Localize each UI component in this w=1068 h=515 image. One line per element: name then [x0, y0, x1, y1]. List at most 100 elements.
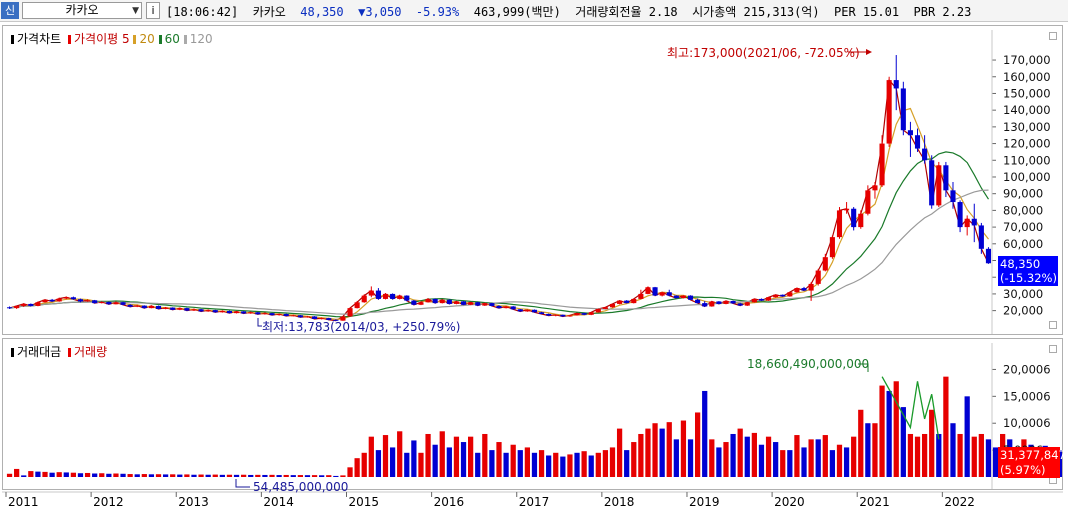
- volume-bar: [28, 471, 34, 477]
- volume-bar: [84, 472, 91, 477]
- candle-body: [14, 305, 20, 309]
- volume-bar: [56, 472, 62, 477]
- volume-bar: [77, 473, 84, 477]
- volume-bar: [141, 474, 147, 477]
- candle-body: [531, 309, 538, 313]
- current-volume-pct: (5.97%): [1000, 463, 1046, 477]
- volume-bar: [333, 475, 339, 477]
- candle-body: [148, 305, 154, 309]
- candle-body: [99, 301, 105, 304]
- volume-bar: [21, 475, 27, 477]
- volume-bar: [581, 451, 587, 477]
- volume-bar: [106, 473, 112, 477]
- volume-bar: [822, 435, 828, 477]
- volume-bar: [673, 439, 679, 477]
- x-tick-label: 2019: [689, 495, 720, 509]
- volume-bar: [283, 474, 289, 477]
- volume-bar: [921, 433, 928, 477]
- volume-bar: [702, 390, 708, 477]
- candle-body: [397, 295, 403, 299]
- volume-bar: [744, 436, 750, 477]
- volume-bar: [687, 439, 694, 477]
- volume-bar: [14, 468, 20, 477]
- volume-bar: [241, 474, 247, 477]
- candle-body: [510, 306, 516, 310]
- volume-bar: [730, 433, 736, 477]
- candle-body: [28, 303, 34, 306]
- info-button[interactable]: i: [146, 2, 160, 19]
- volume-bar: [609, 447, 616, 477]
- panel-maximize-icon[interactable]: [1049, 345, 1057, 353]
- volume-bar: [872, 423, 878, 477]
- stock-name-field[interactable]: 카카오 ▼: [22, 2, 142, 19]
- volume-bar: [226, 474, 233, 477]
- volume-bar: [397, 431, 403, 477]
- volume-label[interactable]: 거래량: [74, 345, 108, 359]
- volume-bar: [524, 447, 530, 477]
- chevron-down-icon[interactable]: ▼: [132, 6, 139, 16]
- panel-resize-icon[interactable]: [1049, 321, 1057, 329]
- y-tick-label: 20,000: [1003, 304, 1043, 318]
- price-chart-label[interactable]: 가격차트: [17, 32, 62, 46]
- candle-body: [645, 287, 651, 294]
- x-tick-label: 2017: [519, 495, 550, 509]
- volume-bar: [801, 447, 807, 477]
- volume-bar: [950, 423, 956, 477]
- candle-body: [815, 270, 821, 284]
- candle-body: [978, 225, 984, 249]
- volume-bar: [503, 452, 509, 477]
- candle-body: [233, 311, 240, 314]
- y-tick-label: 170,000: [1003, 53, 1051, 67]
- quote-change: ▼3,050: [358, 5, 402, 19]
- volume-bar: [815, 439, 821, 477]
- candle-body: [858, 213, 864, 228]
- quote-pbr: PBR 2.23: [913, 5, 972, 19]
- candle-body: [120, 302, 126, 305]
- candle-body: [794, 288, 800, 293]
- x-tick-label: 2022: [944, 495, 975, 509]
- volume-bar: [70, 472, 77, 477]
- volume-bar: [780, 450, 786, 477]
- volume-bar: [716, 447, 722, 477]
- candle-body: [269, 313, 275, 316]
- volume-bar: [170, 474, 176, 477]
- candle-body: [141, 305, 147, 309]
- volume-bar: [773, 442, 779, 477]
- candle-body: [70, 297, 76, 300]
- candle-body: [503, 306, 509, 309]
- amount-label[interactable]: 거래대금: [17, 345, 62, 359]
- volume-bar: [588, 455, 594, 477]
- quote-market-cap: 시가총액 215,313(억): [692, 5, 820, 19]
- volume-bar: [304, 475, 311, 477]
- volume-bar: [35, 471, 41, 477]
- candle-body: [766, 297, 772, 301]
- candle-body: [404, 295, 410, 301]
- volume-bar: [269, 474, 275, 477]
- volume-bar: [574, 452, 580, 477]
- candle-body: [836, 210, 843, 238]
- candle-body: [453, 301, 459, 304]
- legend-marker: [11, 35, 14, 44]
- candle-body: [957, 202, 963, 228]
- candle-body: [468, 302, 474, 305]
- volume-low-annotation: 54,485,000,000: [253, 480, 348, 494]
- volume-bar: [255, 474, 261, 477]
- volume-low-arrow: [235, 479, 250, 488]
- ma-label[interactable]: 가격이평: [74, 32, 119, 46]
- candle-body: [340, 316, 346, 321]
- y-tick-label: 150,000: [1003, 86, 1051, 100]
- y-tick-label: 80,000: [1003, 203, 1043, 217]
- current-volume-value: 31,377,847: [1000, 448, 1066, 462]
- candle-body: [971, 218, 977, 226]
- volume-bar: [361, 452, 367, 477]
- volume-bar: [134, 474, 140, 477]
- volume-bar: [560, 456, 566, 477]
- panel-maximize-icon[interactable]: [1049, 32, 1057, 40]
- candle-body: [226, 310, 232, 314]
- market-badge[interactable]: 신: [1, 2, 19, 19]
- volume-bar: [886, 390, 892, 477]
- volume-high-annotation: 18,660,490,000,000: [747, 357, 869, 371]
- candle-body: [879, 143, 885, 186]
- legend-marker: [68, 35, 71, 44]
- volume-bar: [460, 442, 467, 477]
